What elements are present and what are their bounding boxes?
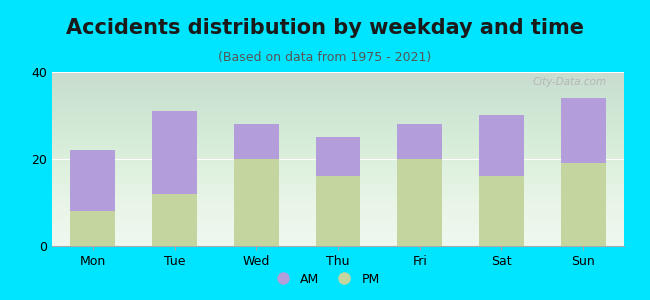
Text: City-Data.com: City-Data.com [533, 77, 607, 87]
Bar [397, 124, 442, 159]
Bar [152, 194, 197, 246]
Bar [70, 150, 115, 211]
Bar [70, 211, 115, 246]
Bar [479, 116, 524, 176]
Bar [561, 163, 606, 246]
Text: (Based on data from 1975 - 2021): (Based on data from 1975 - 2021) [218, 51, 432, 64]
Bar [315, 137, 361, 176]
Bar [397, 159, 442, 246]
Bar [561, 98, 606, 163]
Bar [234, 124, 279, 159]
Bar [479, 176, 524, 246]
Bar [315, 176, 361, 246]
Bar [234, 159, 279, 246]
Legend: AM, PM: AM, PM [265, 268, 385, 291]
Bar [152, 111, 197, 194]
Text: Accidents distribution by weekday and time: Accidents distribution by weekday and ti… [66, 18, 584, 38]
